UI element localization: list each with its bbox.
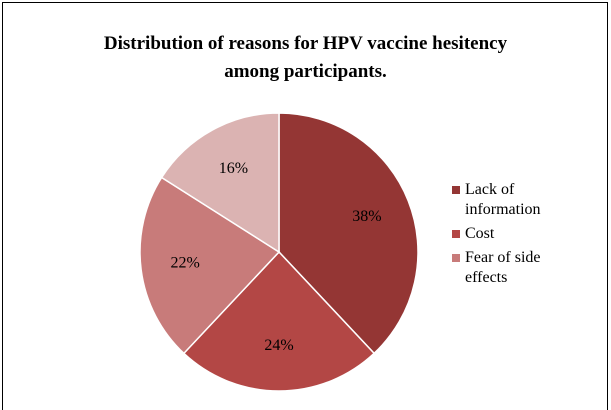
data-label: 24% xyxy=(264,337,293,354)
chart-title: Distribution of reasons for HPV vaccine … xyxy=(103,33,508,82)
legend-label: Fear of side effects xyxy=(465,249,541,286)
legend-label: Lack of information xyxy=(465,181,541,218)
pie-slice xyxy=(160,112,280,254)
legend: Lack of information Cost Fear of side effe… xyxy=(452,180,562,292)
pie-slice xyxy=(139,176,281,355)
data-label: 16% xyxy=(219,160,248,177)
legend-label: Cost xyxy=(465,225,495,242)
pie-slice xyxy=(182,250,376,392)
data-label: 38% xyxy=(352,208,381,225)
legend-entry: Lack of information xyxy=(452,180,562,220)
legend-swatch xyxy=(452,186,460,194)
pie-slice xyxy=(278,112,419,355)
legend-swatch xyxy=(452,254,460,262)
data-label: 22% xyxy=(171,255,200,272)
legend-swatch xyxy=(452,230,460,238)
legend-entry: Fear of side effects xyxy=(452,248,562,288)
legend-entry: Cost xyxy=(452,224,562,244)
